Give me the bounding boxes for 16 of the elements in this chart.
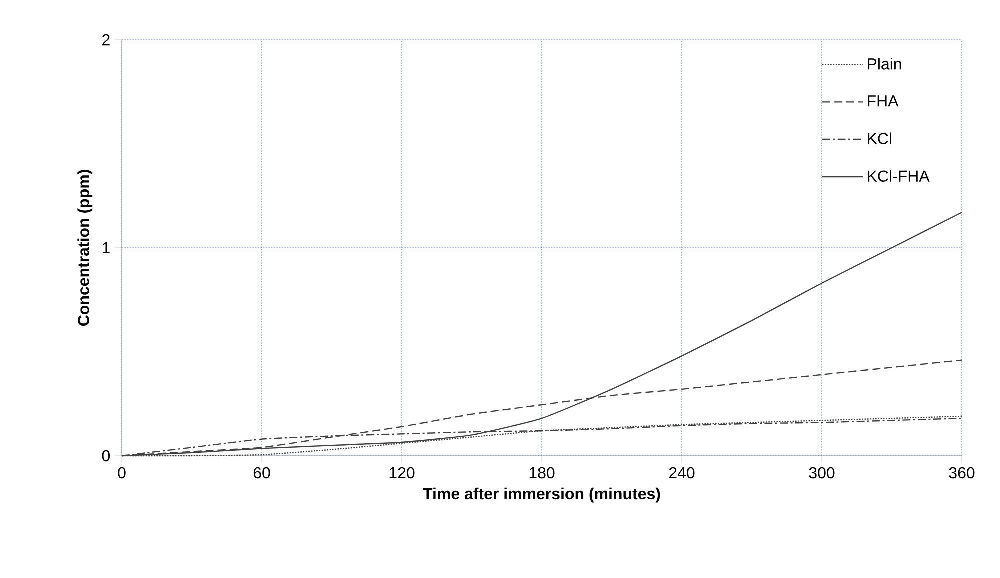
legend-label: KCl-FHA xyxy=(868,170,930,182)
x-tick-label: 120 xyxy=(390,467,415,479)
legend-label: FHA xyxy=(868,96,899,107)
y-tick-label: 1 xyxy=(102,242,110,254)
y-axis-title: Concentration (ppm) xyxy=(78,170,93,326)
x-tick-label: 180 xyxy=(530,467,555,479)
legend-label: KCl xyxy=(868,132,892,144)
x-tick-label: 0 xyxy=(118,467,126,479)
x-tick-label: 360 xyxy=(949,467,975,479)
x-tick-label: 60 xyxy=(254,467,270,479)
y-tick-label: 0 xyxy=(102,450,110,462)
x-tick-label: 300 xyxy=(809,467,835,479)
y-tick-label: 2 xyxy=(102,34,110,46)
x-axis-title: Time after immersion (minutes) xyxy=(423,488,660,503)
x-tick-label: 240 xyxy=(669,467,695,479)
legend-label: Plain xyxy=(868,58,902,70)
